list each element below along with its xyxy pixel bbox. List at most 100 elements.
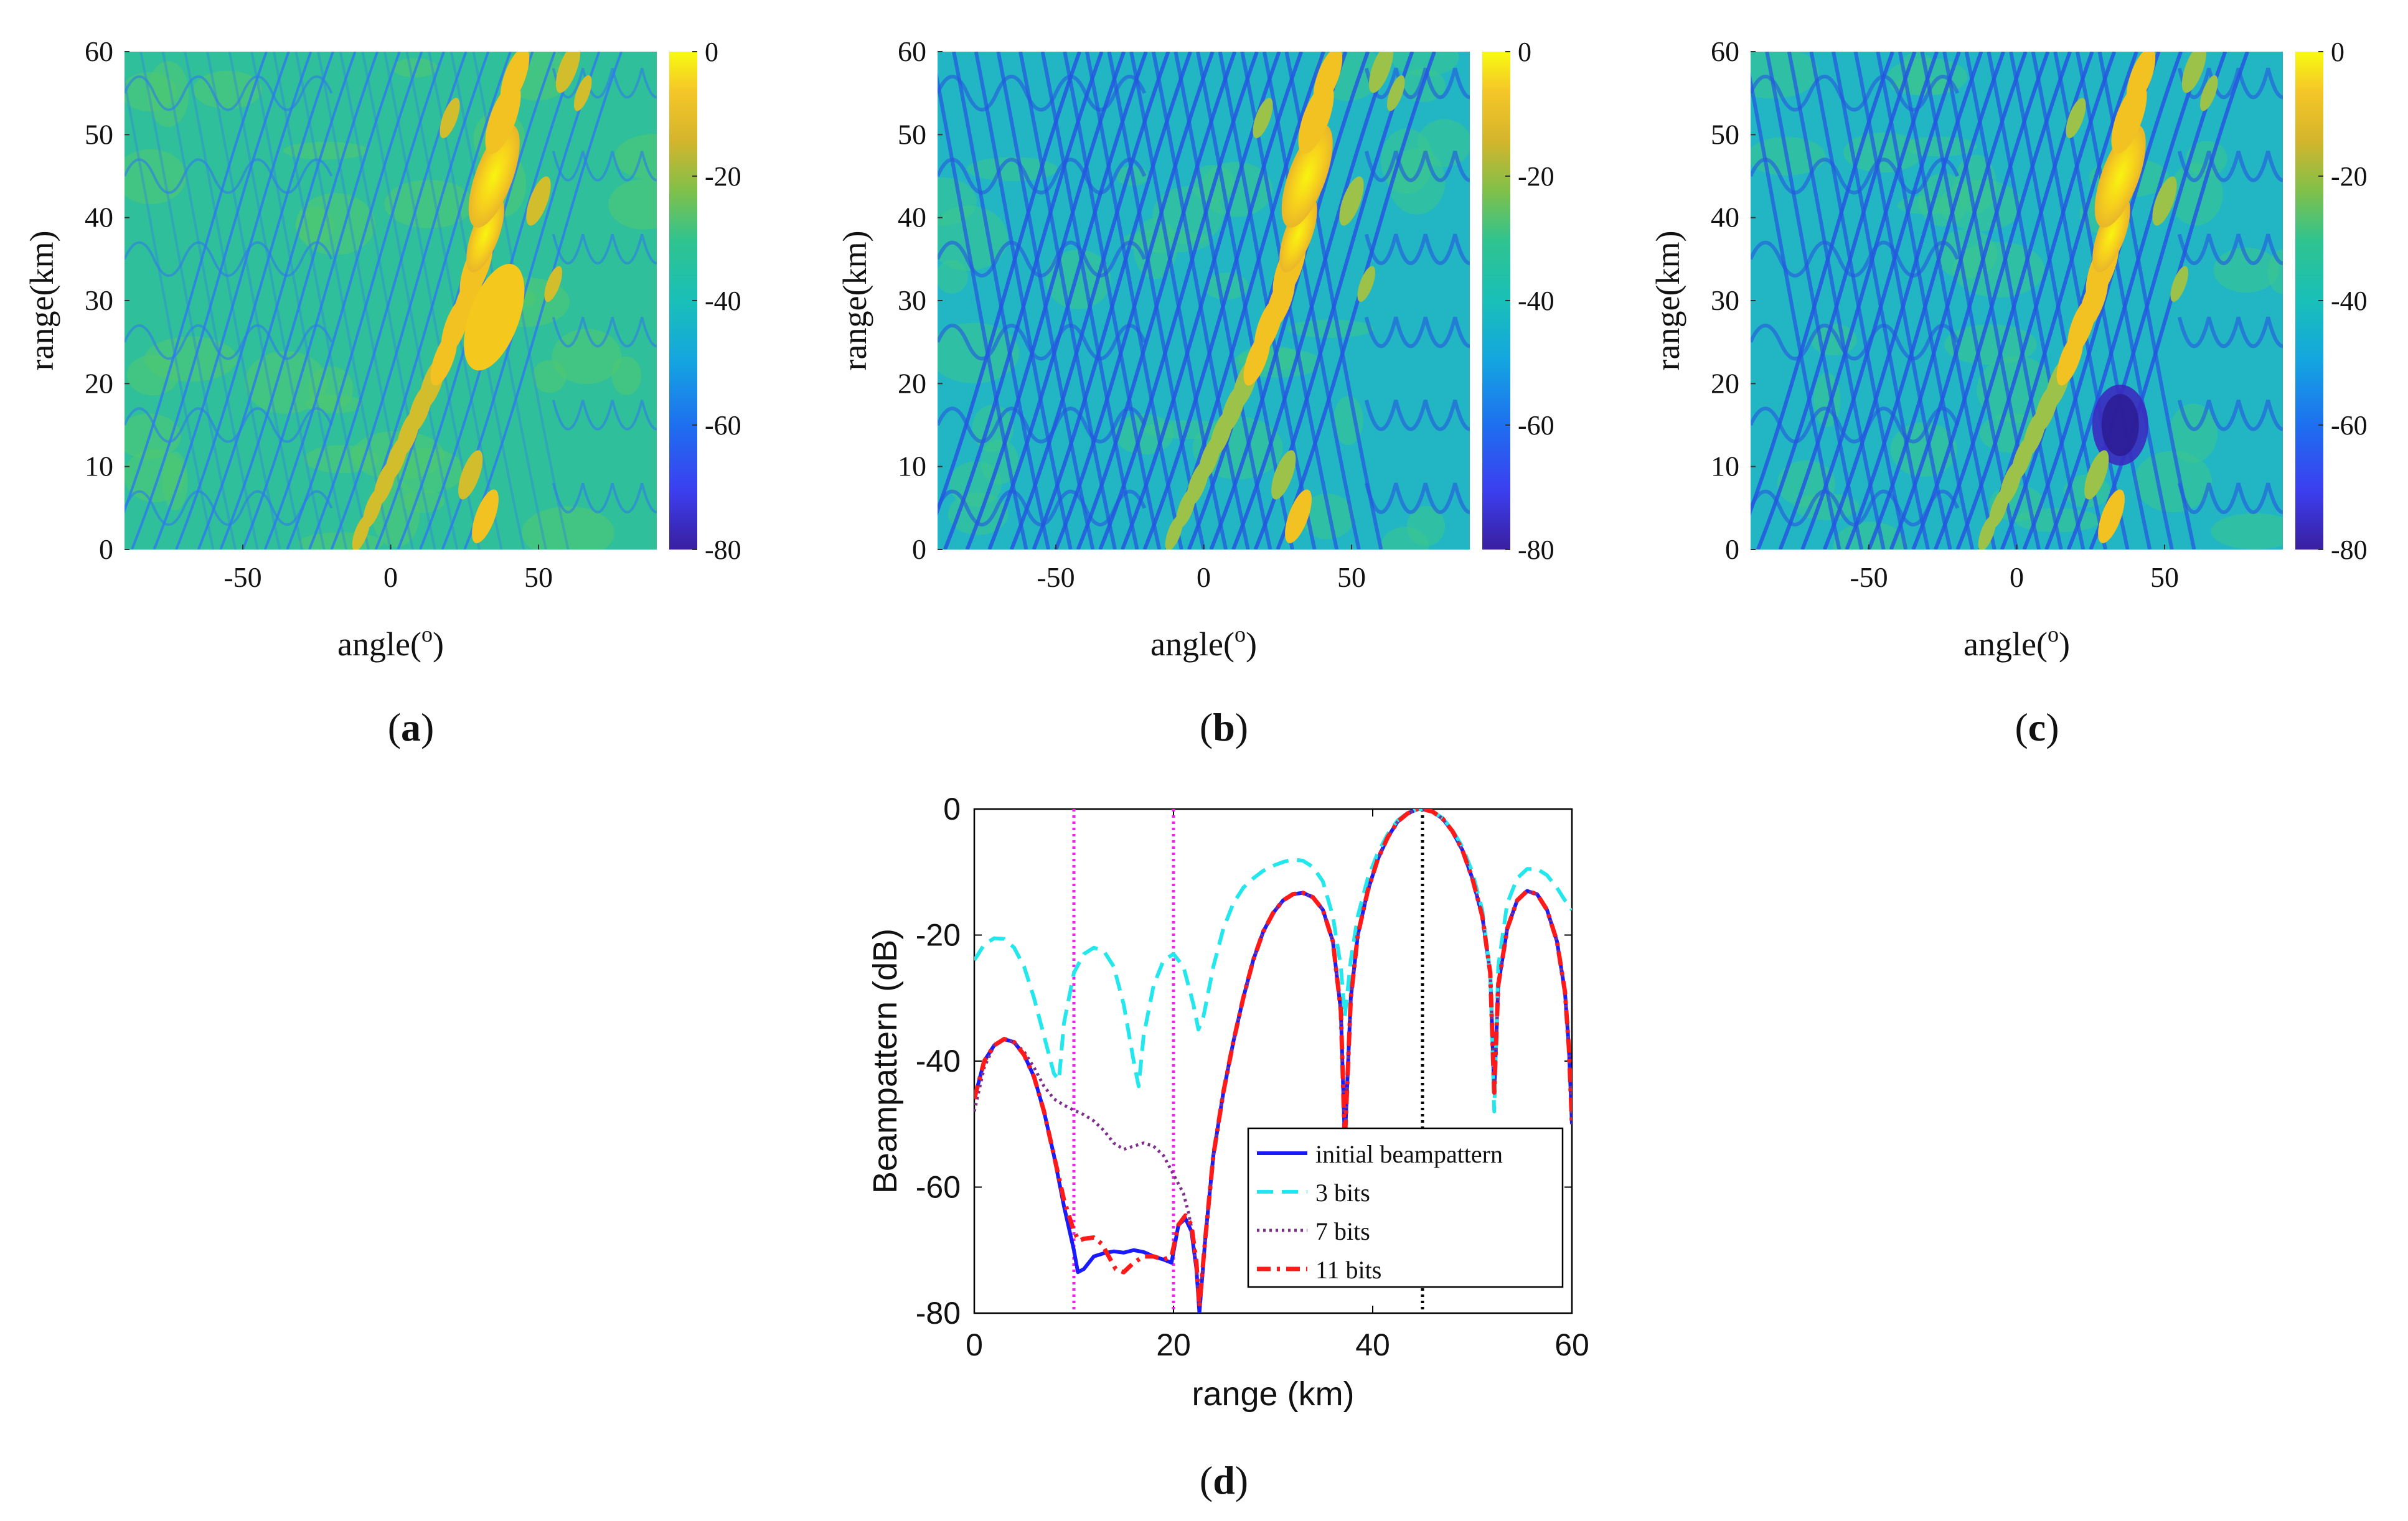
y-tick-label: 40: [85, 202, 113, 233]
y-tick-label: 50: [898, 118, 926, 150]
beam-lobe: [1271, 450, 1296, 500]
null-contour: [1018, 52, 1117, 550]
colorbar-tick-label: -40: [2331, 286, 2368, 316]
null-contour: [2177, 482, 2283, 514]
null-contour: [1276, 52, 1436, 550]
x-tick-label: 0: [966, 1327, 983, 1362]
null-contour: [2177, 316, 2283, 349]
null-contour: [125, 407, 333, 443]
null-region: [2101, 394, 2139, 456]
heatmap-area: [938, 52, 1470, 550]
beam-lobe: [2199, 75, 2218, 111]
y-tick-label: 60: [1711, 35, 1739, 67]
y-tick-label: 20: [85, 367, 113, 399]
null-contour: [552, 400, 657, 431]
null-contour: [1218, 52, 1317, 550]
null-contour: [184, 52, 281, 550]
x-tick-label: 0: [1197, 561, 1211, 593]
y-tick-label: 60: [85, 35, 113, 67]
y-tick-label: 50: [85, 118, 113, 150]
null-contour: [131, 52, 290, 550]
beam-lobe: [2098, 489, 2125, 543]
beam-lobe: [1386, 75, 1405, 111]
heatmap-area: [1751, 52, 2283, 550]
x-tick-label: 50: [1337, 561, 1366, 593]
null-contour: [1364, 67, 1470, 100]
null-contour: [552, 233, 657, 264]
x-tick-label: 50: [2150, 561, 2179, 593]
caption-paren: (: [1200, 705, 1213, 749]
null-contour: [125, 52, 268, 514]
caption-paren: ): [1235, 705, 1248, 749]
heatmap-panel-c: -50 0 50 0 10 20 30 40 50 60 angle(o) range(km) 0 -20…: [1649, 35, 2368, 663]
null-contour: [1751, 157, 1960, 195]
sidelobe-patch: [384, 179, 474, 228]
null-contour: [2177, 67, 2283, 100]
y-tick-label: -60: [916, 1170, 961, 1205]
null-contour: [317, 52, 415, 550]
sidelobe-patch: [1977, 356, 2056, 423]
beam-lobe: [500, 52, 530, 106]
beam-lobe: [472, 489, 499, 543]
y-axis-label: Beampattern (dB): [867, 929, 904, 1194]
legend-label: 3 bits: [1315, 1179, 1370, 1207]
null-contour: [552, 151, 657, 182]
null-contour: [1063, 52, 1162, 550]
null-contour: [2177, 151, 2283, 182]
sidelobe-patch: [1944, 324, 2037, 365]
y-axis-label: range(km): [836, 231, 873, 371]
series-line-11-bits: [974, 809, 1572, 1309]
y-tick-label: 0: [912, 533, 926, 565]
null-contour: [125, 75, 215, 550]
beam-lobe: [440, 98, 460, 139]
caption-paren: ): [421, 705, 434, 749]
null-contour: [952, 52, 1051, 550]
x-tick-label: 0: [2010, 561, 2024, 593]
beam-lobe: [2181, 52, 2207, 93]
caption-paren: (: [388, 705, 401, 749]
null-contour: [175, 52, 334, 550]
sidelobe-patch: [245, 351, 327, 414]
colorbar-tick-label: -80: [705, 535, 741, 565]
null-contour: [161, 52, 259, 550]
null-contour: [1787, 52, 1886, 550]
null-contour: [2177, 233, 2283, 265]
colorbar-tick-label: 0: [705, 37, 718, 67]
sidelobe-patch: [1833, 522, 1908, 550]
sidelobe-patch: [1204, 273, 1249, 300]
beam-lobe: [1339, 176, 1364, 226]
colorbar-tick-label: 0: [1518, 37, 1531, 67]
plot-content: [974, 809, 1572, 1313]
colorbar-tick-label: -40: [705, 286, 741, 316]
null-contour: [263, 52, 423, 550]
sidelobe-patch: [193, 70, 262, 110]
sidelobe-patch: [283, 141, 369, 160]
x-axis-label-superscript: o: [2048, 622, 2059, 647]
sidelobe-patch: [2267, 249, 2283, 294]
null-contour: [1284, 52, 1383, 550]
null-contour: [250, 52, 348, 550]
panel-caption: (b): [1200, 705, 1248, 749]
sidelobe-patch: [522, 506, 614, 550]
null-contour: [1107, 52, 1206, 550]
sidelobe-patch: [1418, 119, 1470, 167]
null-contour: [153, 52, 313, 550]
beam-lobe: [1281, 124, 1333, 228]
y-tick-label: 10: [898, 451, 926, 482]
null-contour: [361, 52, 459, 550]
null-contour: [1832, 52, 1930, 550]
sidelobe-patch: [1300, 494, 1355, 540]
colorbar-tick-label: 0: [2331, 37, 2345, 67]
y-tick-label: 0: [943, 792, 961, 826]
beam-lobe: [2170, 266, 2189, 302]
null-contour: [125, 241, 333, 277]
beam-lobe: [2084, 450, 2109, 500]
null-contour: [938, 72, 1028, 550]
beam-lobe: [464, 263, 525, 371]
x-tick-label: -50: [1850, 561, 1888, 593]
y-tick-label: 20: [898, 367, 926, 399]
null-contour: [938, 489, 1147, 526]
null-contour: [938, 406, 1147, 444]
beam-lobe: [1279, 196, 1317, 273]
